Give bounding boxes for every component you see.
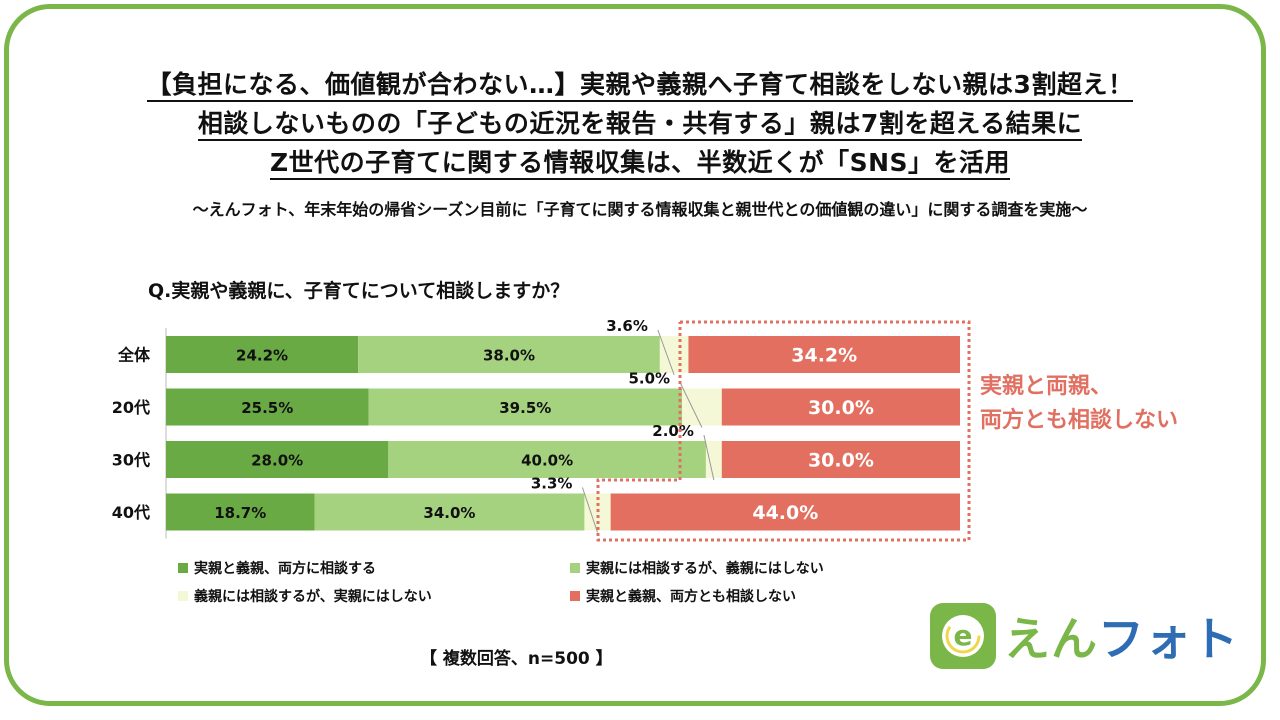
data-label-s0-r1: 25.5%	[241, 399, 293, 417]
page-frame	[4, 4, 1266, 706]
data-label-s2-r0: 3.6%	[606, 317, 648, 335]
data-label-s3-r2: 30.0%	[808, 450, 874, 472]
bar-s3-r3	[610, 493, 960, 531]
data-label-s3-r1: 30.0%	[808, 397, 874, 419]
legend-swatch-2	[570, 563, 580, 573]
data-label-s1-r0: 38.0%	[483, 347, 535, 365]
bar-s1-r1	[368, 388, 683, 426]
data-label-s1-r2: 40.0%	[521, 452, 573, 470]
bar-s0-r2	[166, 441, 389, 478]
legend-label-4: 実親と義親、両方とも相談しない	[586, 589, 796, 605]
callout-line-1: 実親と両親、	[980, 374, 1113, 399]
headline-line-1: 【負担になる、価値観が合わない…】実親や義親へ子育て相談をしない親は3割超え！	[20, 68, 1260, 102]
bar-s2-r1	[682, 388, 722, 426]
bar-s3-r1	[721, 388, 960, 426]
response-note: 【 複数回答、n=500 】	[420, 649, 613, 669]
bar-s2-r0	[659, 336, 689, 373]
logo-e-icon: e	[930, 603, 996, 669]
highlight-outline	[596, 320, 971, 542]
data-label-s2-r1: 5.0%	[628, 370, 670, 388]
brand-logo: e えんフォト	[930, 603, 1239, 669]
bar-s0-r0	[166, 336, 359, 373]
chart-legend: 実親と義親、両方に相談する 実親には相談するが、義親にはしない 義親には相談する…	[178, 558, 938, 606]
logo-e-glyph: e	[942, 615, 984, 657]
brand-wordmark-part-2: フォト	[1098, 612, 1239, 666]
data-label-s2-r3: 3.3%	[531, 475, 573, 493]
legend-label-3: 義親には相談するが、実親にはしない	[194, 589, 432, 605]
bar-s3-r0	[688, 336, 960, 373]
legend-item-3: 義親には相談するが、実親にはしない	[178, 586, 570, 606]
legend-item-1: 実親と義親、両方に相談する	[178, 558, 570, 578]
headline-line-3: Z世代の子育てに関する情報収集は、半数近くが「SNS」を活用	[20, 146, 1260, 180]
bar-s1-r0	[358, 336, 660, 373]
leader-line-r3	[581, 487, 599, 533]
legend-swatch-3	[178, 591, 188, 601]
bar-s1-r3	[314, 493, 585, 531]
data-label-s2-r2: 2.0%	[652, 422, 694, 440]
data-label-s1-r3: 34.0%	[423, 504, 475, 522]
brand-wordmark: えんフォト	[1004, 603, 1239, 669]
data-label-s0-r0: 24.2%	[236, 347, 288, 365]
chart-question: Q.実親や義親に、子育てについて相談しますか？	[148, 280, 570, 302]
bar-s2-r2	[705, 441, 722, 478]
callout-text: 実親と両親、 両方とも相談しない	[980, 370, 1178, 438]
brand-wordmark-part-1: えん	[1004, 612, 1098, 666]
category-label-1: 20代	[112, 398, 150, 417]
category-label-0: 全体	[117, 346, 151, 365]
legend-swatch-4	[570, 591, 580, 601]
leader-line-r0	[657, 329, 675, 376]
leader-line-r2	[703, 434, 715, 481]
leader-line-r1	[679, 382, 703, 428]
headline-line-2: 相談しないものの「子どもの近況を報告・共有する」親は7割を超える結果に	[20, 107, 1260, 141]
legend-swatch-1	[178, 563, 188, 573]
subtitle: ～えんフォト、年末年始の帰省シーズン目前に「子育てに関する情報収集と親世代との価…	[192, 200, 1088, 219]
data-label-s3-r3: 44.0%	[752, 502, 818, 524]
bar-s0-r3	[166, 493, 315, 531]
legend-item-4: 実親と義親、両方とも相談しない	[570, 586, 938, 606]
bar-s3-r2	[721, 441, 960, 478]
data-label-s3-r0: 34.2%	[791, 345, 857, 367]
data-label-s0-r3: 18.7%	[214, 504, 266, 522]
bar-s1-r2	[388, 441, 706, 478]
legend-label-1: 実親と義親、両方に相談する	[194, 561, 376, 577]
legend-label-2: 実親には相談するが、義親にはしない	[586, 561, 824, 577]
data-label-s1-r1: 39.5%	[499, 399, 551, 417]
category-label-3: 40代	[112, 503, 150, 522]
legend-item-2: 実親には相談するが、義親にはしない	[570, 558, 938, 578]
data-label-s0-r2: 28.0%	[251, 452, 303, 470]
callout-line-2: 両方とも相談しない	[980, 408, 1179, 433]
category-label-2: 30代	[112, 451, 150, 470]
logo-mark-letter: e	[954, 619, 973, 652]
bar-s0-r1	[166, 388, 369, 426]
